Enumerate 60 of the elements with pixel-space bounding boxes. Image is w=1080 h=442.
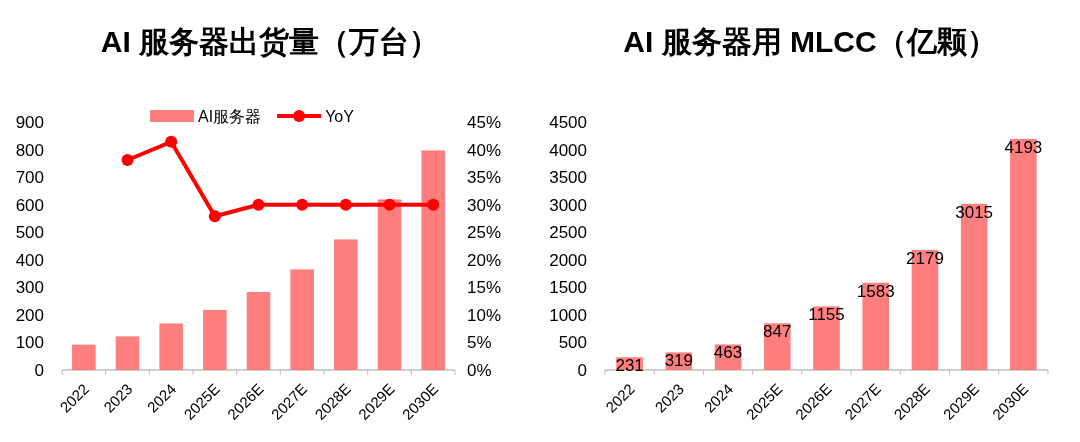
y-tick-label: 700 (15, 168, 44, 188)
point (208, 210, 221, 223)
bar (421, 150, 445, 370)
y-tick-label: 1000 (549, 305, 587, 325)
chart-title: AI 服务器用 MLCC（亿颗） (623, 25, 997, 58)
data-label: 3015 (955, 202, 994, 222)
point (296, 198, 309, 211)
y-tick-label: 4500 (549, 113, 587, 132)
y-tick-label: 1500 (549, 278, 587, 298)
y2-tick-label: 40% (467, 140, 502, 160)
y2-tick-label: 45% (467, 113, 502, 132)
bar (159, 323, 183, 370)
y2-tick-label: 15% (467, 278, 502, 298)
data-label: 2179 (906, 248, 944, 268)
bar (377, 199, 402, 370)
y-tick-label: 800 (15, 140, 44, 160)
y2-tick-label: 10% (467, 305, 502, 325)
y-tick-label: 3000 (549, 195, 587, 215)
point (165, 135, 178, 148)
data-label: 1583 (856, 281, 895, 301)
y2-tick-label: 0% (467, 361, 492, 380)
y-tick-label: 300 (15, 278, 44, 298)
data-label: 231 (615, 356, 644, 376)
bar (246, 292, 271, 370)
data-label: 847 (763, 322, 792, 342)
point (339, 198, 352, 211)
bar (334, 239, 358, 370)
y2-tick-label: 30% (467, 195, 502, 215)
point (252, 198, 265, 211)
y-tick-label: 3500 (549, 168, 587, 188)
y-tick-label: 600 (15, 195, 44, 215)
point (427, 198, 440, 211)
bar (115, 336, 140, 370)
legend-label: YoY (325, 108, 355, 125)
y2-tick-label: 35% (467, 168, 502, 188)
y2-tick-label: 5% (467, 333, 492, 353)
data-label: 463 (713, 343, 743, 363)
data-label: 319 (664, 351, 694, 371)
bar (290, 269, 314, 370)
y-tick-label: 200 (15, 305, 44, 325)
y-tick-label: 900 (15, 113, 44, 132)
y2-tick-label: 20% (467, 250, 502, 270)
y-tick-label: 500 (558, 333, 587, 353)
y-tick-label: 2500 (549, 223, 587, 243)
y-tick-label: 0 (577, 361, 587, 380)
chart-title: AI 服务器出货量（万台） (100, 25, 440, 58)
bar (72, 344, 96, 370)
y-tick-label: 0 (34, 361, 44, 380)
point (121, 154, 134, 167)
legend-label: AI服务器 (198, 108, 262, 125)
data-label: 1155 (808, 305, 845, 325)
y-tick-label: 400 (15, 250, 44, 270)
y2-tick-label: 25% (467, 223, 502, 243)
bar (203, 309, 227, 370)
point (383, 198, 396, 211)
y-tick-label: 2000 (549, 250, 587, 270)
data-label: 4193 (1004, 137, 1043, 157)
y-tick-label: 500 (15, 223, 44, 243)
y-tick-label: 4000 (549, 140, 587, 160)
y-tick-label: 100 (15, 333, 44, 353)
